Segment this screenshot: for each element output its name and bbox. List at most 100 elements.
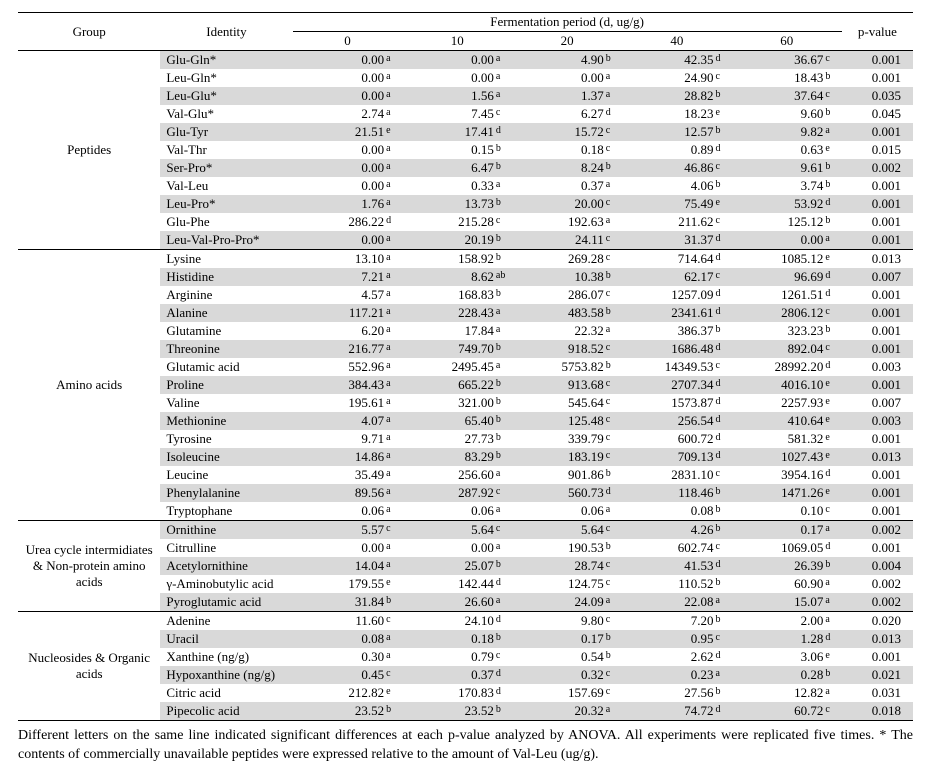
superscript-cell: e xyxy=(825,394,841,412)
superscript-cell: b xyxy=(606,630,622,648)
superscript-cell: c xyxy=(825,340,841,358)
value-cell: 1573.87 xyxy=(622,394,716,412)
value-cell: 170.83 xyxy=(402,684,496,702)
value-cell: 28.74 xyxy=(512,557,606,575)
value-cell: 2831.10 xyxy=(622,466,716,484)
superscript-cell: e xyxy=(716,195,732,213)
value-cell: 0.95 xyxy=(622,630,716,648)
superscript-cell: c xyxy=(606,521,622,540)
superscript-cell: a xyxy=(496,502,512,521)
pvalue-cell: 0.001 xyxy=(842,430,913,448)
value-cell: 483.58 xyxy=(512,304,606,322)
superscript-cell: a xyxy=(386,557,402,575)
superscript-cell: b xyxy=(496,412,512,430)
value-cell: 215.28 xyxy=(402,213,496,231)
value-cell: 0.00 xyxy=(512,69,606,87)
value-cell: 0.37 xyxy=(512,177,606,195)
table-row: Nucleosides & Organic acidsAdenine11.60c… xyxy=(18,612,913,631)
value-cell: 0.37 xyxy=(402,666,496,684)
superscript-cell: c xyxy=(825,87,841,105)
superscript-cell: c xyxy=(606,250,622,269)
table-row: PeptidesGlu-Gln*0.00a0.00a4.90b42.35d36.… xyxy=(18,51,913,70)
value-cell: 31.84 xyxy=(293,593,387,612)
value-cell: 12.57 xyxy=(622,123,716,141)
value-cell: 15.72 xyxy=(512,123,606,141)
value-cell: 918.52 xyxy=(512,340,606,358)
identity-cell: Acetylornithine xyxy=(160,557,292,575)
value-cell: 41.53 xyxy=(622,557,716,575)
value-cell: 46.86 xyxy=(622,159,716,177)
value-cell: 2341.61 xyxy=(622,304,716,322)
superscript-cell: c xyxy=(386,521,402,540)
table-row: Urea cycle intermidiates & Non-protein a… xyxy=(18,521,913,540)
table-row: Amino acidsLysine13.10a158.92b269.28c714… xyxy=(18,250,913,269)
superscript-cell: a xyxy=(386,105,402,123)
value-cell: 31.37 xyxy=(622,231,716,250)
identity-cell: Histidine xyxy=(160,268,292,286)
value-cell: 4016.10 xyxy=(732,376,826,394)
superscript-cell: d xyxy=(716,702,732,721)
value-cell: 24.11 xyxy=(512,231,606,250)
superscript-cell: c xyxy=(716,268,732,286)
superscript-cell: a xyxy=(716,593,732,612)
superscript-cell: b xyxy=(496,159,512,177)
identity-cell: Adenine xyxy=(160,612,292,631)
superscript-cell: a xyxy=(386,195,402,213)
superscript-cell: d xyxy=(716,376,732,394)
superscript-cell: d xyxy=(716,250,732,269)
value-cell: 20.00 xyxy=(512,195,606,213)
pvalue-cell: 0.013 xyxy=(842,448,913,466)
identity-cell: Phenylalanine xyxy=(160,484,292,502)
identity-cell: Val-Thr xyxy=(160,141,292,159)
value-cell: 1.76 xyxy=(293,195,387,213)
value-cell: 18.23 xyxy=(622,105,716,123)
superscript-cell: d xyxy=(716,286,732,304)
table-header: Group Identity Fermentation period (d, u… xyxy=(18,13,913,51)
superscript-cell: a xyxy=(496,322,512,340)
value-cell: 13.10 xyxy=(293,250,387,269)
identity-cell: Valine xyxy=(160,394,292,412)
superscript-cell: e xyxy=(825,376,841,394)
table-body: PeptidesGlu-Gln*0.00a0.00a4.90b42.35d36.… xyxy=(18,51,913,721)
col-period-10: 10 xyxy=(402,32,512,51)
superscript-cell: c xyxy=(496,521,512,540)
value-cell: 192.63 xyxy=(512,213,606,231)
superscript-cell: d xyxy=(825,358,841,376)
superscript-cell: a xyxy=(386,250,402,269)
value-cell: 3954.16 xyxy=(732,466,826,484)
superscript-cell: c xyxy=(606,394,622,412)
superscript-cell: b xyxy=(386,702,402,721)
identity-cell: Glutamine xyxy=(160,322,292,340)
superscript-cell: a xyxy=(386,268,402,286)
superscript-cell: d xyxy=(496,575,512,593)
table-footnote: Different letters on the same line indic… xyxy=(18,727,913,765)
superscript-cell: a xyxy=(825,612,841,631)
superscript-cell: b xyxy=(496,250,512,269)
value-cell: 1257.09 xyxy=(622,286,716,304)
superscript-cell: a xyxy=(825,521,841,540)
value-cell: 96.69 xyxy=(732,268,826,286)
superscript-cell: c xyxy=(496,213,512,231)
data-table: Group Identity Fermentation period (d, u… xyxy=(18,12,913,721)
value-cell: 28.82 xyxy=(622,87,716,105)
superscript-cell: b xyxy=(716,684,732,702)
value-cell: 0.17 xyxy=(732,521,826,540)
superscript-cell: c xyxy=(716,358,732,376)
superscript-cell: a xyxy=(606,702,622,721)
superscript-cell: b xyxy=(496,430,512,448)
value-cell: 10.38 xyxy=(512,268,606,286)
pvalue-cell: 0.001 xyxy=(842,195,913,213)
pvalue-cell: 0.001 xyxy=(842,648,913,666)
superscript-cell: a xyxy=(606,87,622,105)
pvalue-cell: 0.001 xyxy=(842,177,913,195)
pvalue-cell: 0.001 xyxy=(842,322,913,340)
value-cell: 323.23 xyxy=(732,322,826,340)
value-cell: 179.55 xyxy=(293,575,387,593)
superscript-cell: a xyxy=(386,69,402,87)
value-cell: 142.44 xyxy=(402,575,496,593)
value-cell: 42.35 xyxy=(622,51,716,70)
superscript-cell: b xyxy=(716,177,732,195)
identity-cell: Methionine xyxy=(160,412,292,430)
superscript-cell: a xyxy=(386,484,402,502)
superscript-cell: c xyxy=(496,484,512,502)
